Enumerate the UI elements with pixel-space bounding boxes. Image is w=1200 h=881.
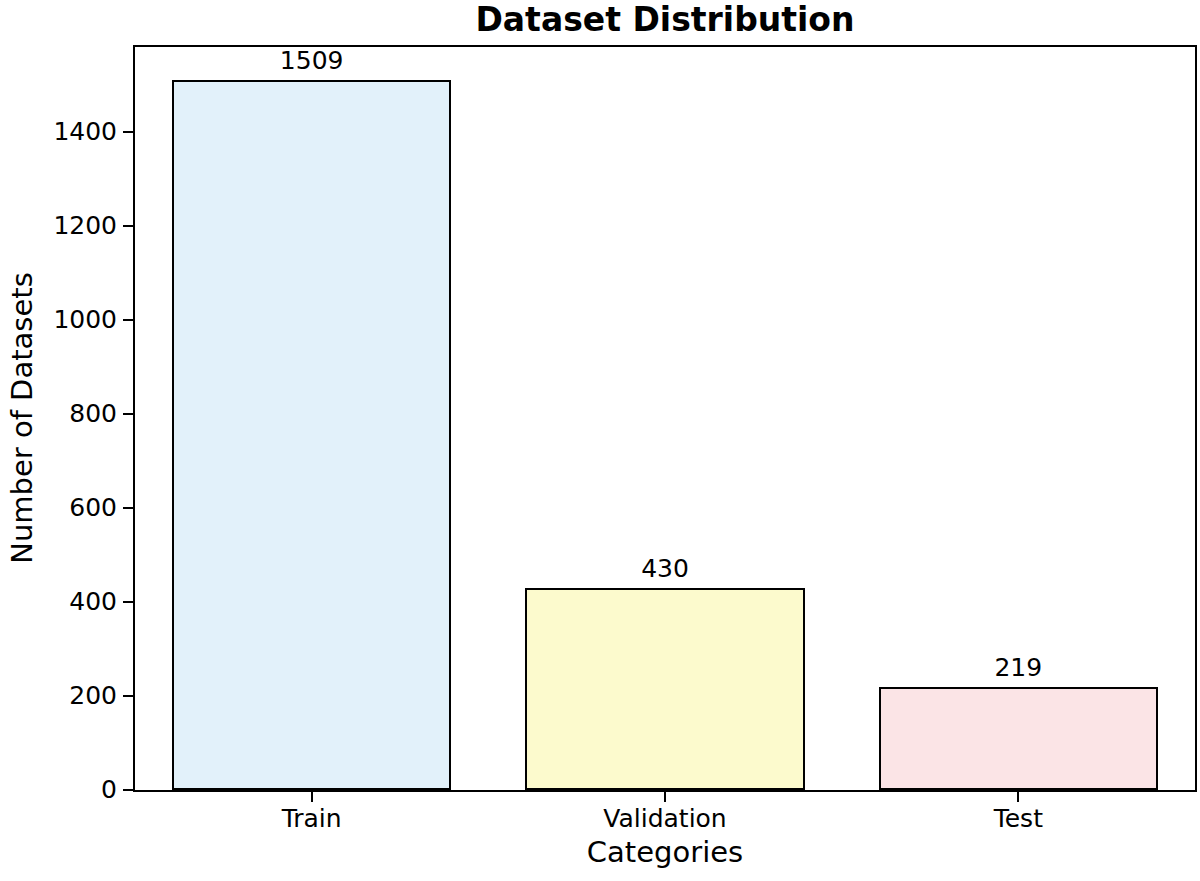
y-tick-label: 1000	[0, 305, 117, 335]
x-tick-mark	[1017, 792, 1019, 802]
y-tick-label: 1200	[0, 211, 117, 241]
bar-value-label: 219	[938, 653, 1098, 682]
y-tick-mark	[123, 601, 133, 603]
x-tick-label-validation: Validation	[545, 804, 785, 834]
y-tick-label: 400	[0, 587, 117, 617]
y-tick-mark	[123, 507, 133, 509]
y-tick-mark	[123, 225, 133, 227]
bar-chart-figure: Dataset Distribution 1509430219 Number o…	[0, 0, 1200, 881]
y-tick-label: 200	[0, 681, 117, 711]
y-tick-mark	[123, 789, 133, 791]
bar-validation	[525, 588, 804, 790]
plot-area: 1509 430 219	[133, 45, 1197, 792]
y-tick-label: 600	[0, 493, 117, 523]
y-tick-label: 1400	[0, 117, 117, 147]
y-tick-label: 0	[0, 775, 117, 805]
y-tick-mark	[123, 695, 133, 697]
bar-value-label: 430	[585, 554, 745, 583]
x-tick-label-train: Train	[192, 804, 432, 834]
chart-title: Dataset Distribution	[133, 0, 1197, 40]
bar-train	[172, 80, 451, 790]
bar-value-label: 1509	[232, 46, 392, 75]
x-tick-mark	[664, 792, 666, 802]
x-tick-label-test: Test	[898, 804, 1138, 834]
y-tick-mark	[123, 131, 133, 133]
y-tick-mark	[123, 413, 133, 415]
y-tick-label: 800	[0, 399, 117, 429]
y-tick-mark	[123, 319, 133, 321]
bar-test	[879, 687, 1158, 790]
x-axis-label: Categories	[133, 835, 1197, 869]
x-tick-mark	[311, 792, 313, 802]
